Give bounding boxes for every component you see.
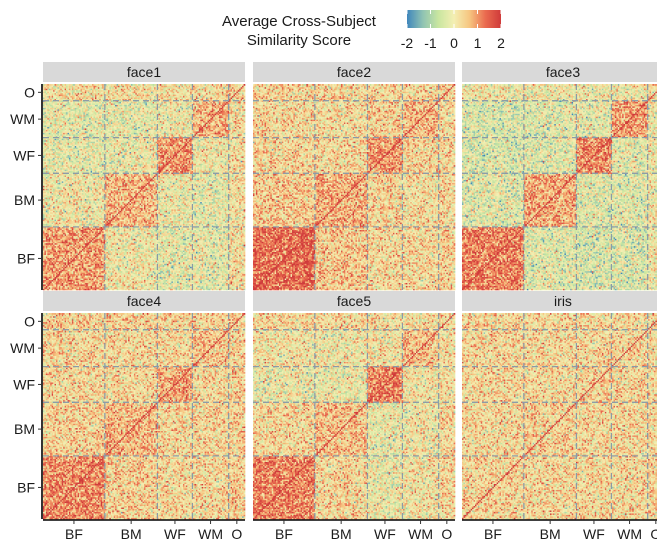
color-legend: Average Cross-Subject Similarity Score -… bbox=[222, 10, 505, 51]
facet-strip-label: face1 bbox=[127, 64, 161, 80]
legend-tick-label: 2 bbox=[497, 35, 505, 51]
legend-tick-label: 1 bbox=[474, 35, 482, 51]
legend-title-line2: Similarity Score bbox=[247, 32, 351, 49]
heatmap-cells bbox=[43, 84, 245, 290]
legend-tick-label: -1 bbox=[424, 35, 437, 51]
facet-panel-face1: face1 bbox=[43, 62, 245, 290]
legend-tick-label: -2 bbox=[401, 35, 414, 51]
legend-title-line1: Average Cross-Subject bbox=[222, 13, 377, 30]
legend-tick-label: 0 bbox=[450, 35, 458, 51]
